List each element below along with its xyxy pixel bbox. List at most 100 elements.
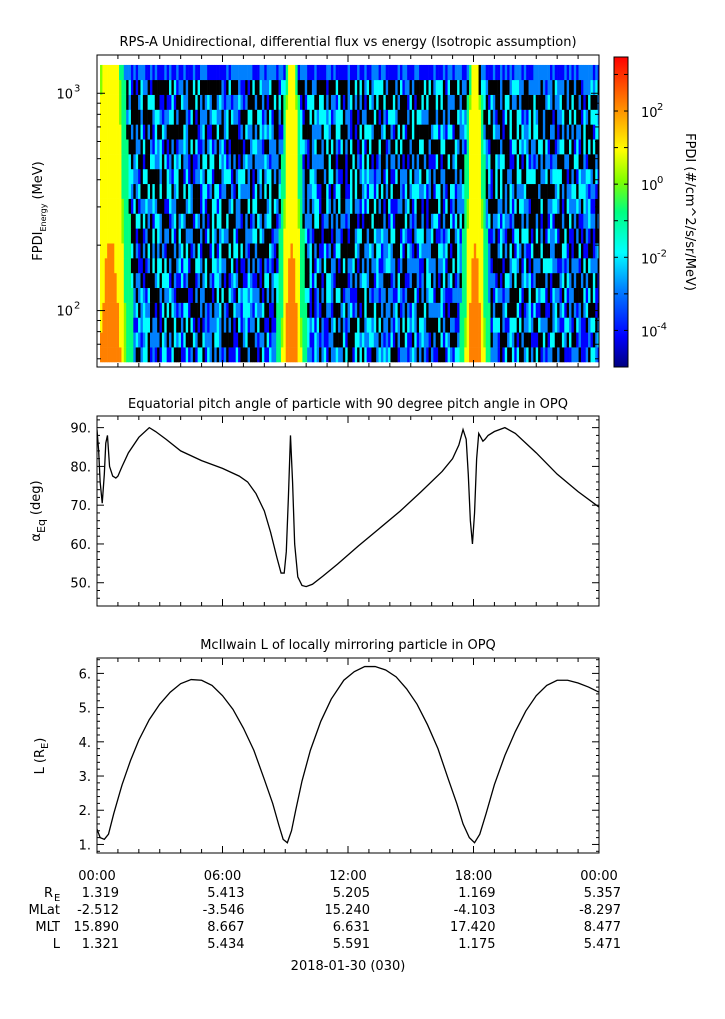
heatmap-cell [457, 109, 460, 125]
heatmap-cell [138, 64, 141, 81]
heatmap-cell [595, 243, 598, 259]
heatmap-cell [190, 168, 194, 185]
heatmap-cell [223, 109, 227, 125]
heatmap-cell [185, 154, 189, 170]
heatmap-cell [114, 317, 117, 333]
heatmap-cell [173, 317, 177, 333]
heatmap-cell [240, 272, 244, 289]
heatmap-cell [421, 287, 425, 303]
heatmap-cell [447, 198, 451, 214]
heatmap-cell [276, 213, 279, 229]
heatmap-cell [423, 258, 427, 274]
heatmap-cell [519, 94, 522, 110]
heatmap-cell [350, 228, 353, 244]
heatmap-cell [428, 183, 432, 199]
heatmap-cell [123, 64, 127, 81]
heatmap-cell [423, 79, 427, 95]
heatmap-cell [202, 79, 206, 95]
heatmap-cell [335, 332, 339, 348]
heatmap-cell [264, 79, 267, 95]
heatmap-cell [547, 213, 551, 229]
heatmap-cell [138, 79, 141, 95]
heatmap-cell [257, 287, 260, 303]
heatmap-cell [352, 183, 356, 199]
heatmap-cell [109, 124, 113, 140]
heatmap-cell [273, 243, 277, 259]
heatmap-cell [419, 64, 422, 81]
heatmap-cell [440, 139, 444, 155]
heatmap-cell [295, 154, 298, 170]
heatmap-cell [504, 287, 508, 303]
heatmap-cell [361, 243, 365, 259]
heatmap-cell [471, 317, 475, 333]
heatmap-cell [116, 198, 120, 214]
heatmap-cell [200, 124, 203, 140]
heatmap-cell [397, 228, 401, 244]
heatmap-cell [269, 258, 272, 274]
heatmap-cell [104, 79, 108, 95]
heatmap-cell [183, 228, 187, 244]
heatmap-cell [295, 198, 298, 214]
heatmap-cell [154, 198, 158, 214]
heatmap-cell [247, 198, 251, 214]
heatmap-cell [371, 317, 375, 333]
heatmap-cell [564, 183, 567, 199]
heatmap-cell [166, 347, 170, 363]
heatmap-cell [369, 228, 372, 244]
heatmap-cell [373, 347, 377, 363]
heatmap-cell [109, 302, 113, 318]
heatmap-cell [154, 243, 158, 259]
heatmap-cell [490, 94, 494, 110]
heatmap-cell [242, 94, 246, 110]
heatmap-cell [347, 347, 351, 363]
heatmap-cell [480, 272, 484, 289]
heatmap-cell [297, 213, 301, 229]
heatmap-cell [442, 198, 446, 214]
heatmap-cell [414, 64, 417, 81]
heatmap-cell [302, 94, 306, 110]
heatmap-cell [478, 287, 482, 303]
heatmap-cell [133, 124, 137, 140]
heatmap-cell [276, 302, 279, 318]
heatmap-cell [557, 198, 560, 214]
heatmap-cell [290, 243, 294, 259]
heatmap-cell [295, 228, 298, 244]
heatmap-cell [407, 168, 410, 185]
heatmap-cell [242, 124, 246, 140]
heatmap-cell [411, 243, 415, 259]
heatmap-cell [295, 183, 298, 199]
heatmap-cell [297, 347, 301, 363]
heatmap-cell [364, 302, 367, 318]
heatmap-cell [511, 124, 515, 140]
heatmap-cell [326, 124, 329, 140]
heatmap-cell [535, 168, 539, 185]
heatmap-cell [173, 272, 177, 289]
heatmap-cell [176, 79, 179, 95]
heatmap-cell [152, 168, 156, 185]
heatmap-cell [447, 228, 451, 244]
heatmap-cell [242, 198, 246, 214]
heatmap-cell [488, 79, 491, 95]
heatmap-cell [345, 154, 348, 170]
heatmap-cell [471, 287, 475, 303]
heatmap-cell [166, 198, 170, 214]
heatmap-cell [292, 332, 296, 348]
heatmap-cell [269, 243, 272, 259]
heatmap-cell [433, 154, 437, 170]
heatmap-cell [307, 243, 310, 259]
heatmap-cell [138, 139, 141, 155]
heatmap-cell [547, 228, 551, 244]
heatmap-cell [476, 198, 479, 214]
heatmap-cell [530, 347, 534, 363]
heatmap-cell [576, 332, 579, 348]
heatmap-cell [383, 228, 387, 244]
heatmap-cell [323, 332, 327, 348]
heatmap-cell [154, 94, 158, 110]
heatmap-cell [464, 332, 467, 348]
heatmap-cell [433, 272, 437, 289]
heatmap-cell [307, 124, 310, 140]
heatmap-cell [309, 302, 313, 318]
heatmap-cell [526, 258, 529, 274]
heatmap-cell [111, 168, 115, 185]
heatmap-cell [292, 154, 296, 170]
